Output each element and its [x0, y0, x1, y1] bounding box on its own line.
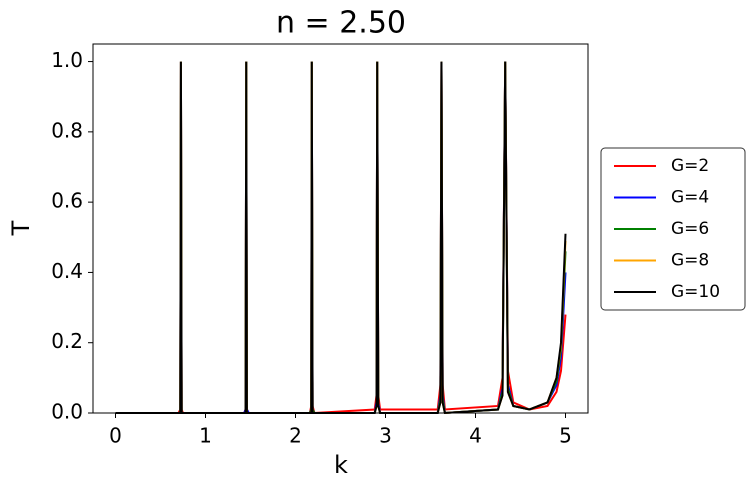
- data-line: [115, 61, 567, 415]
- chart-title: n = 2.50: [276, 6, 406, 41]
- x-tick-label: 0: [109, 424, 122, 448]
- data-line: [115, 61, 567, 415]
- y-tick-label: 1.0: [51, 48, 83, 72]
- legend-label: G=8: [671, 251, 709, 271]
- plot-frame: [92, 43, 589, 414]
- y-tick-label: 0.8: [51, 118, 83, 142]
- legend-label: G=10: [671, 282, 720, 302]
- x-tick-label: 4: [469, 424, 482, 448]
- data-line: [115, 61, 567, 415]
- y-tick-label: 0.0: [51, 400, 83, 424]
- legend-label: G=6: [671, 219, 709, 239]
- x-axis-label: k: [334, 451, 348, 479]
- x-tick-label: 1: [199, 424, 212, 448]
- y-tick-label: 0.2: [51, 329, 83, 353]
- y-axis-label: T: [7, 220, 35, 236]
- x-tick-label: 3: [379, 424, 392, 448]
- legend-box: [600, 147, 746, 311]
- legend-label: G=2: [671, 156, 709, 176]
- y-tick-label: 0.6: [51, 189, 83, 213]
- data-line: [115, 61, 567, 415]
- x-tick-label: 5: [559, 424, 572, 448]
- x-tick-label: 2: [289, 424, 302, 448]
- legend-label: G=4: [671, 188, 709, 208]
- data-line: [115, 61, 567, 415]
- y-tick-label: 0.4: [51, 259, 83, 283]
